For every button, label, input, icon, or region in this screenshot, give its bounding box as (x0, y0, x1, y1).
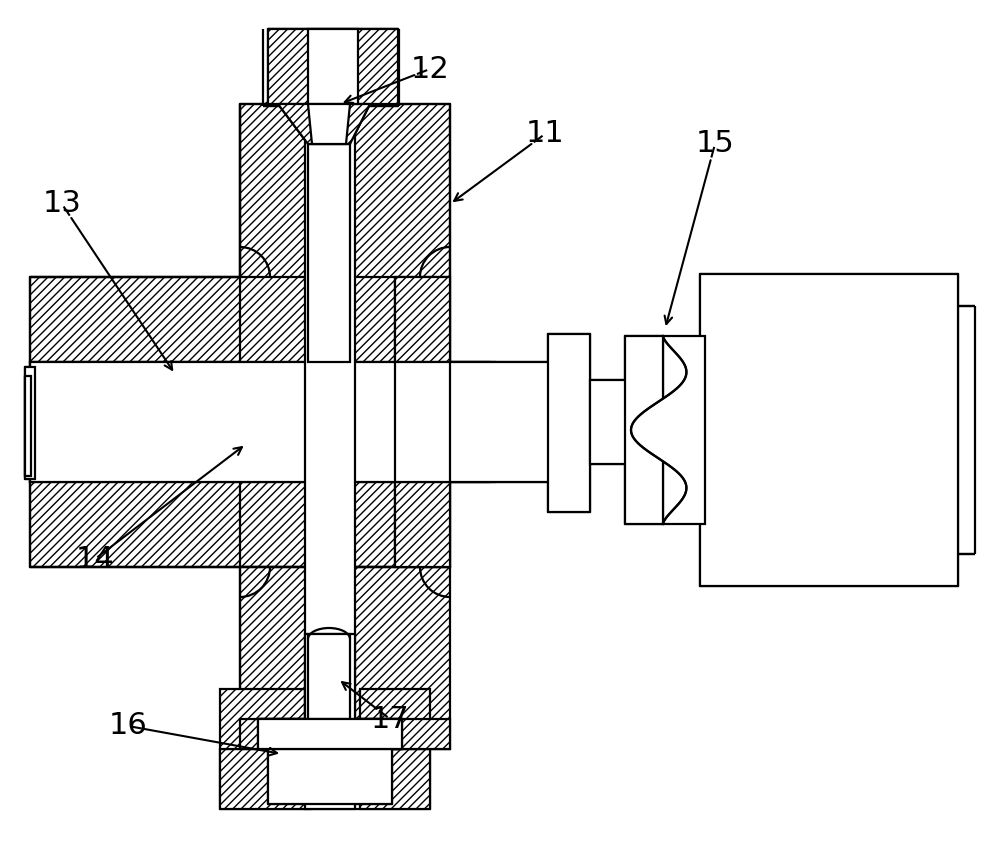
Polygon shape (30, 482, 395, 567)
Polygon shape (395, 362, 495, 482)
Polygon shape (220, 689, 305, 749)
Polygon shape (631, 336, 705, 524)
Polygon shape (360, 749, 430, 809)
Text: 11: 11 (526, 119, 564, 149)
Polygon shape (240, 719, 308, 749)
Polygon shape (30, 277, 395, 362)
Polygon shape (268, 744, 392, 804)
Polygon shape (590, 380, 630, 464)
Text: 13: 13 (43, 189, 81, 219)
Polygon shape (352, 719, 450, 749)
Polygon shape (700, 274, 958, 586)
Polygon shape (548, 334, 590, 512)
Polygon shape (305, 634, 355, 809)
Polygon shape (268, 29, 398, 104)
Polygon shape (395, 277, 450, 362)
Polygon shape (30, 362, 450, 482)
Polygon shape (308, 634, 350, 749)
Polygon shape (308, 144, 350, 362)
Polygon shape (278, 104, 370, 144)
Polygon shape (395, 482, 450, 567)
Text: 17: 17 (371, 704, 409, 734)
Polygon shape (240, 567, 450, 749)
Polygon shape (360, 689, 430, 749)
Polygon shape (625, 336, 663, 524)
Polygon shape (25, 376, 31, 476)
Polygon shape (305, 104, 355, 749)
Polygon shape (450, 362, 550, 482)
Text: 14: 14 (76, 544, 114, 574)
Polygon shape (258, 719, 402, 749)
Polygon shape (308, 104, 350, 144)
Polygon shape (308, 29, 358, 104)
Text: 16: 16 (109, 711, 147, 740)
Polygon shape (30, 362, 395, 482)
Polygon shape (220, 749, 310, 809)
Polygon shape (258, 719, 402, 749)
Text: 12: 12 (411, 54, 449, 84)
Text: 15: 15 (696, 130, 734, 158)
Polygon shape (240, 482, 450, 567)
Polygon shape (240, 104, 450, 362)
Polygon shape (25, 367, 35, 479)
